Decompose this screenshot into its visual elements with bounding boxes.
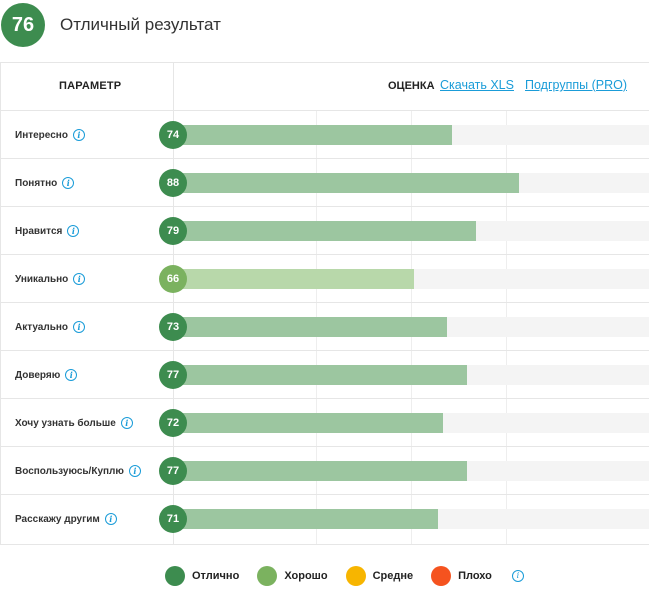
table-row: Доверяю i 77 bbox=[1, 351, 649, 399]
score-value-badge: 77 bbox=[159, 361, 187, 389]
parameter-label: Расскажу другим i bbox=[15, 495, 117, 543]
info-icon[interactable]: i bbox=[62, 177, 75, 189]
info-icon[interactable]: i bbox=[511, 570, 524, 582]
parameter-label: Нравится i bbox=[15, 207, 80, 255]
info-icon[interactable]: i bbox=[65, 369, 78, 381]
legend-color-dot bbox=[165, 566, 185, 586]
score-value-badge: 79 bbox=[159, 217, 187, 245]
score-bar-fill bbox=[173, 125, 452, 145]
score-value-badge: 73 bbox=[159, 313, 187, 341]
legend-item: Плохо bbox=[431, 566, 492, 586]
score-bar-track bbox=[173, 221, 649, 241]
score-bar-fill bbox=[173, 461, 467, 481]
info-icon[interactable]: i bbox=[73, 273, 86, 285]
parameter-name: Понятно bbox=[15, 177, 58, 189]
score-bar-fill bbox=[173, 365, 467, 385]
score-bar-fill bbox=[173, 317, 447, 337]
parameter-name: Интересно bbox=[15, 129, 68, 141]
parameter-name: Уникально bbox=[15, 273, 69, 285]
parameters-table: ПАРАМЕТР ОЦЕНКА Скачать XLS Подгруппы (P… bbox=[0, 62, 649, 545]
parameter-label: Доверяю i bbox=[15, 351, 78, 399]
parameter-label: Уникально i bbox=[15, 255, 86, 303]
parameter-name: Доверяю bbox=[15, 369, 61, 381]
result-title: Отличный результат bbox=[60, 15, 221, 34]
parameter-name: Расскажу другим bbox=[15, 513, 100, 525]
table-row: Хочу узнать больше i 72 bbox=[1, 399, 649, 447]
legend-item: Отлично bbox=[165, 566, 239, 586]
table-row: Уникально i 66 bbox=[1, 255, 649, 303]
legend: Отлично Хорошо Средне Плохо i bbox=[165, 566, 524, 586]
info-icon[interactable]: i bbox=[104, 513, 117, 525]
score-value-badge: 74 bbox=[159, 121, 187, 149]
score-bar-fill bbox=[173, 221, 476, 241]
legend-color-dot bbox=[257, 566, 278, 586]
score-value-badge: 71 bbox=[159, 505, 187, 533]
table-row: Интересно i 74 bbox=[1, 111, 649, 159]
score-column-header: ОЦЕНКА bbox=[388, 80, 435, 92]
score-bar-track bbox=[173, 365, 649, 385]
legend-label: Плохо bbox=[458, 570, 492, 582]
score-bar-fill bbox=[173, 509, 438, 529]
parameter-name: Нравится bbox=[15, 225, 63, 237]
result-header: 76 Отличный результат bbox=[0, 0, 649, 50]
legend-color-dot bbox=[431, 566, 452, 586]
parameter-name: Воспользуюсь/Куплю bbox=[15, 465, 124, 477]
table-header: ПАРАМЕТР ОЦЕНКА Скачать XLS Подгруппы (P… bbox=[1, 63, 649, 111]
download-xls-link[interactable]: Скачать XLS bbox=[440, 78, 514, 92]
score-bar-track bbox=[173, 269, 649, 289]
parameter-label: Интересно i bbox=[15, 111, 85, 159]
table-row: Воспользуюсь/Куплю i 77 bbox=[1, 447, 649, 495]
table-row: Расскажу другим i 71 bbox=[1, 495, 649, 543]
legend-item: Хорошо bbox=[257, 566, 328, 586]
parameter-name: Хочу узнать больше bbox=[15, 417, 116, 429]
info-icon[interactable]: i bbox=[73, 321, 86, 333]
score-bar-track bbox=[173, 413, 649, 433]
table-row: Актуально i 73 bbox=[1, 303, 649, 351]
parameter-label: Воспользуюсь/Куплю i bbox=[15, 447, 141, 495]
info-icon[interactable]: i bbox=[67, 225, 80, 237]
table-row: Понятно i 88 bbox=[1, 159, 649, 207]
parameter-label: Понятно i bbox=[15, 159, 75, 207]
score-bar-fill bbox=[173, 173, 519, 193]
score-bar-track bbox=[173, 317, 649, 337]
overall-score-badge: 76 bbox=[1, 3, 45, 47]
score-bar-fill bbox=[173, 413, 443, 433]
score-value-badge: 66 bbox=[159, 265, 187, 293]
legend-label: Хорошо bbox=[284, 570, 328, 582]
info-icon[interactable]: i bbox=[72, 129, 85, 141]
score-value-badge: 77 bbox=[159, 457, 187, 485]
parameter-name: Актуально bbox=[15, 321, 69, 333]
score-bar-track bbox=[173, 173, 649, 193]
column-divider bbox=[173, 63, 174, 544]
legend-label: Средне bbox=[372, 570, 414, 582]
info-icon[interactable]: i bbox=[120, 417, 133, 429]
subgroups-pro-link[interactable]: Подгруппы (PRO) bbox=[525, 78, 627, 92]
legend-item: Средне bbox=[345, 566, 414, 586]
score-bar-track bbox=[173, 509, 649, 529]
parameter-label: Актуально i bbox=[15, 303, 86, 351]
legend-color-dot bbox=[345, 566, 366, 586]
score-bar-track bbox=[173, 125, 649, 145]
score-value-badge: 88 bbox=[159, 169, 187, 197]
score-bar-track bbox=[173, 461, 649, 481]
parameter-label: Хочу узнать больше i bbox=[15, 399, 133, 447]
legend-label: Отлично bbox=[192, 570, 240, 582]
info-icon[interactable]: i bbox=[128, 465, 141, 477]
table-row: Нравится i 79 bbox=[1, 207, 649, 255]
score-value-badge: 72 bbox=[159, 409, 187, 437]
score-bar-fill bbox=[173, 269, 414, 289]
param-column-header: ПАРАМЕТР bbox=[59, 80, 122, 92]
